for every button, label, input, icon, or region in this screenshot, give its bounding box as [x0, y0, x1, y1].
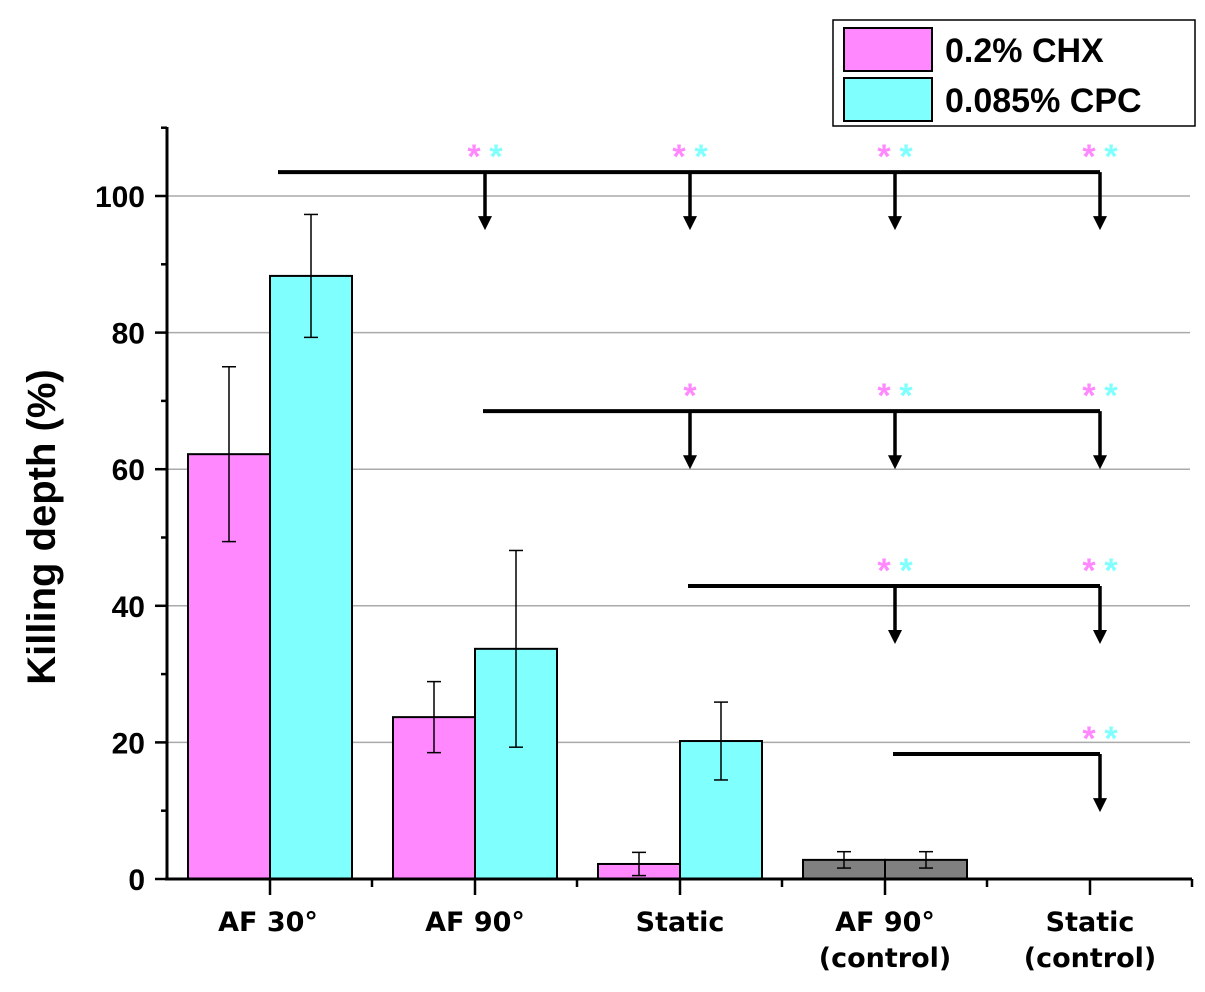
- x-tick-label: Static: [1046, 907, 1135, 938]
- significance-star: *: [1082, 552, 1096, 590]
- significance-star: *: [467, 138, 481, 176]
- significance-star: *: [1104, 552, 1118, 590]
- arrowhead: [478, 216, 492, 231]
- x-tick-label: AF 30°: [218, 907, 318, 938]
- y-tick-label: 60: [112, 454, 145, 487]
- arrowhead: [1093, 455, 1107, 470]
- significance-star: *: [899, 552, 913, 590]
- legend-label: 0.085% CPC: [945, 82, 1142, 120]
- significance-star: *: [1082, 377, 1096, 415]
- arrowhead: [888, 455, 902, 470]
- legend-swatch: [843, 27, 933, 72]
- y-tick-label: 20: [112, 727, 145, 760]
- arrowhead: [888, 630, 902, 645]
- significance-star: *: [1104, 720, 1118, 758]
- significance-star: *: [1104, 138, 1118, 176]
- arrowhead: [1093, 630, 1107, 645]
- arrowhead: [1093, 798, 1107, 813]
- significance-star: *: [899, 377, 913, 415]
- significance-star: *: [877, 552, 891, 590]
- x-tick-label: (control): [819, 943, 951, 974]
- significance-star: *: [877, 138, 891, 176]
- x-tick-label: AF 90°: [835, 907, 935, 938]
- y-tick-label: 0: [128, 864, 145, 897]
- legend-swatch: [843, 77, 933, 122]
- y-axis-label: Killing depth (%): [20, 369, 64, 685]
- arrowhead: [683, 455, 697, 470]
- y-tick-label: 80: [112, 318, 145, 351]
- x-tick-label: Static: [636, 907, 725, 938]
- significance-star: *: [877, 377, 891, 415]
- significance-star: *: [489, 138, 503, 176]
- y-tick-label: 100: [95, 181, 145, 214]
- significance-star: *: [899, 138, 913, 176]
- x-tick-label: (control): [1024, 943, 1156, 974]
- significance-star: *: [694, 138, 708, 176]
- significance-star: *: [1104, 377, 1118, 415]
- significance-star: *: [1082, 138, 1096, 176]
- legend-label: 0.2% CHX: [945, 32, 1104, 70]
- bar: [269, 274, 353, 880]
- arrowhead: [1093, 216, 1107, 231]
- significance-star: *: [683, 377, 697, 415]
- y-tick-label: 40: [112, 591, 145, 624]
- arrowhead: [888, 216, 902, 231]
- significance-star: *: [1082, 720, 1096, 758]
- significance-star: *: [672, 138, 686, 176]
- arrowhead: [683, 216, 697, 231]
- x-tick-label: AF 90°: [425, 907, 525, 938]
